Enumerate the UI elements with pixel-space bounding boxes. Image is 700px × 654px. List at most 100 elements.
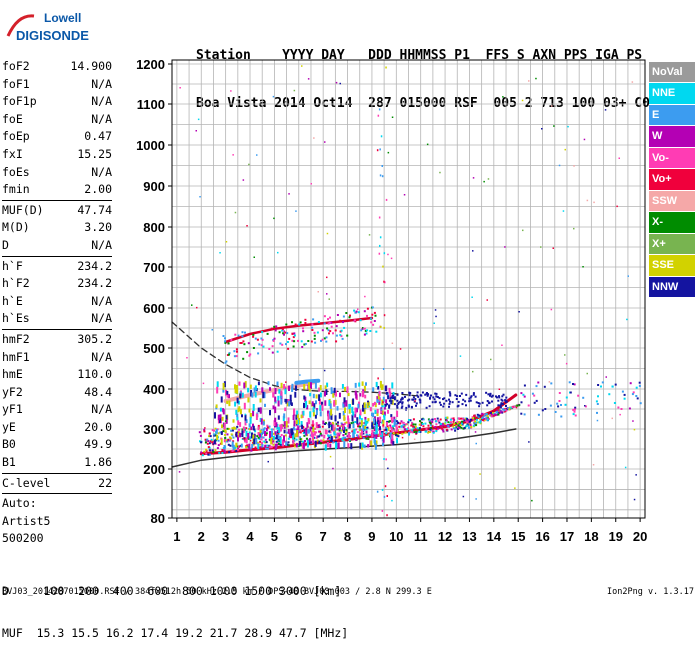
- echo-point: [455, 426, 458, 429]
- echo-point: [273, 337, 276, 340]
- echo-point: [285, 399, 288, 404]
- echo-point: [274, 396, 277, 402]
- echo-point: [351, 414, 354, 422]
- echo-point: [287, 429, 290, 434]
- echo-point: [339, 319, 342, 322]
- noise-point: [307, 78, 310, 80]
- echo-point: [355, 439, 358, 441]
- echo-point: [499, 406, 502, 409]
- echo-point: [219, 407, 222, 412]
- echo-point: [312, 438, 315, 441]
- echo-point: [330, 321, 333, 324]
- echo-point: [342, 436, 345, 439]
- x-tick-label: 9: [368, 529, 375, 544]
- noise-point: [501, 344, 503, 346]
- echo-point: [485, 413, 488, 416]
- noise-point: [548, 381, 551, 383]
- echo-point: [360, 432, 363, 436]
- echo-point: [271, 430, 273, 438]
- echo-point: [363, 408, 366, 415]
- echo-point: [220, 396, 223, 403]
- echo-point: [478, 402, 481, 405]
- echo-point: [333, 387, 336, 393]
- echo-point: [310, 431, 313, 437]
- echo-point: [291, 428, 294, 436]
- echo-point: [382, 265, 384, 268]
- echo-point: [469, 399, 472, 402]
- echo-point: [272, 439, 275, 442]
- echo-point: [340, 425, 343, 428]
- echo-point: [288, 400, 291, 407]
- echo-point: [391, 434, 394, 440]
- echo-point: [426, 394, 429, 397]
- echo-point: [387, 428, 390, 431]
- echo-point: [456, 420, 459, 423]
- echo-point: [311, 326, 314, 329]
- echo-point: [214, 412, 216, 419]
- noise-point: [230, 90, 232, 92]
- echo-point: [364, 394, 367, 399]
- echo-point: [342, 425, 345, 430]
- echo-point: [388, 420, 390, 423]
- echo-point: [213, 429, 216, 432]
- echo-point: [425, 392, 428, 395]
- echo-point: [485, 416, 488, 419]
- echo-point: [253, 387, 256, 393]
- echo-point: [369, 317, 372, 320]
- echo-point: [383, 405, 386, 410]
- echo-point: [494, 413, 496, 416]
- echo-point: [392, 397, 394, 399]
- echo-point: [216, 386, 219, 394]
- echo-point: [577, 394, 580, 397]
- echo-point: [315, 436, 318, 439]
- echo-point: [324, 444, 327, 451]
- echo-point: [378, 216, 381, 219]
- echo-point: [343, 326, 346, 329]
- param-value: 0.47: [84, 129, 112, 144]
- echo-point: [387, 410, 389, 414]
- echo-point: [390, 438, 393, 444]
- echo-point: [347, 443, 350, 448]
- echo-point: [249, 437, 252, 440]
- echo-point: [363, 310, 366, 313]
- echo-point: [479, 419, 482, 422]
- echo-point: [357, 435, 360, 438]
- echo-point: [317, 321, 320, 323]
- file-info: BVJ03_2014287015000.RSF / 384fx512h 50 k…: [2, 587, 432, 597]
- echo-point: [497, 404, 500, 407]
- echo-point: [375, 330, 378, 333]
- echo-point: [465, 404, 467, 407]
- echo-point: [474, 420, 477, 423]
- param-value: N/A: [91, 76, 112, 91]
- echo-point: [343, 440, 346, 448]
- echo-point: [456, 405, 459, 408]
- echo-point: [267, 447, 269, 450]
- echo-point: [355, 428, 358, 431]
- echo-point: [448, 391, 451, 394]
- noise-point: [219, 252, 221, 254]
- noise-point: [528, 80, 530, 82]
- echo-point: [520, 412, 523, 415]
- echo-point: [359, 413, 361, 420]
- echo-point: [264, 444, 267, 448]
- echo-point: [199, 440, 201, 443]
- echo-point: [250, 449, 253, 452]
- echo-point: [285, 343, 287, 346]
- echo-point: [393, 429, 396, 432]
- echo-point: [228, 439, 231, 442]
- echo-point: [340, 329, 343, 332]
- echo-point: [213, 434, 216, 437]
- echo-point: [595, 400, 598, 403]
- echo-point: [383, 252, 386, 255]
- echo-point: [346, 435, 349, 438]
- echo-point: [371, 306, 374, 309]
- echo-point: [312, 424, 315, 427]
- echo-point: [386, 425, 389, 428]
- echo-point: [308, 400, 311, 405]
- noise-point: [487, 178, 490, 180]
- echo-point: [262, 391, 265, 399]
- echo-point: [409, 430, 412, 433]
- echo-point: [482, 414, 485, 417]
- echo-point: [498, 395, 500, 398]
- echo-point: [252, 333, 255, 336]
